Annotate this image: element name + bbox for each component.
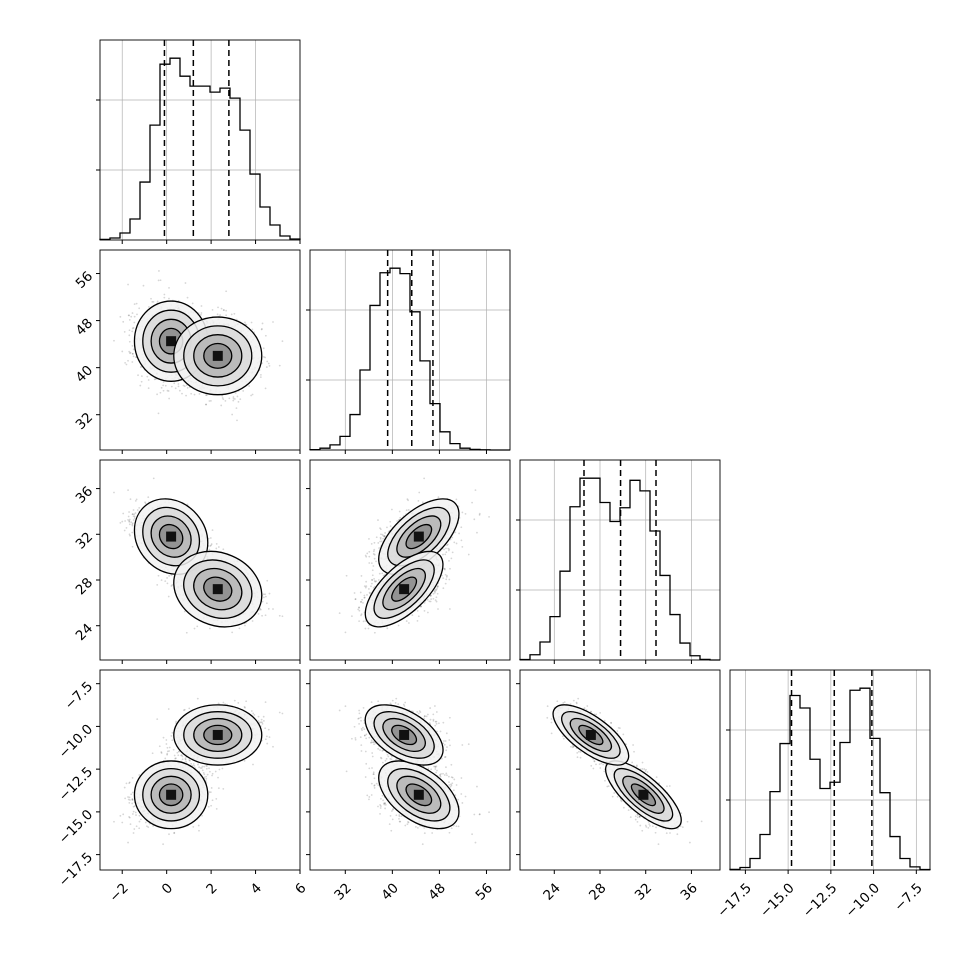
x-tick-label-1-3: 56 bbox=[473, 880, 496, 903]
y-tick-label-1-2: 48 bbox=[73, 315, 96, 338]
x-tick-label-2-3: 36 bbox=[677, 880, 700, 903]
panel-frame bbox=[99, 459, 301, 661]
hist-panel-0 bbox=[96, 39, 301, 241]
panel-frame bbox=[99, 39, 301, 241]
scatter-panel-2-1 bbox=[309, 459, 511, 661]
scatter-panel-3-0 bbox=[99, 669, 301, 871]
density-peak bbox=[212, 350, 223, 361]
y-tick-label-2-1: 28 bbox=[73, 575, 96, 598]
density-peak bbox=[212, 729, 223, 740]
scatter-panel-2-0 bbox=[99, 459, 301, 661]
panel-frame bbox=[309, 459, 511, 661]
y-tick-label-3-0: −17.5 bbox=[56, 849, 97, 890]
x-tick-label-3-3: −10.0 bbox=[843, 880, 884, 921]
y-tick-label-2-2: 32 bbox=[73, 529, 96, 552]
panel-frame bbox=[309, 249, 511, 451]
y-tick-label-3-3: −10.0 bbox=[56, 721, 97, 762]
y-tick-label-3-2: −12.5 bbox=[56, 764, 97, 805]
y-tick-label-1-0: 32 bbox=[73, 410, 96, 433]
density-peak bbox=[585, 729, 596, 740]
x-tick-label-2-2: 32 bbox=[632, 880, 655, 903]
x-tick-label-3-4: −7.5 bbox=[891, 880, 925, 914]
x-tick-label-1-0: 32 bbox=[331, 880, 354, 903]
density-peak bbox=[212, 584, 223, 595]
density-peak bbox=[638, 789, 649, 800]
x-tick-label-2-1: 28 bbox=[586, 880, 609, 903]
density-peak bbox=[166, 789, 177, 800]
density-peak bbox=[399, 729, 410, 740]
hist-panel-1 bbox=[306, 249, 511, 451]
x-tick-label-0-2: 2 bbox=[203, 880, 220, 897]
scatter-panel-3-2 bbox=[519, 669, 721, 871]
panel-frame bbox=[519, 459, 721, 661]
x-tick-label-1-1: 40 bbox=[378, 880, 401, 903]
x-tick-label-2-0: 24 bbox=[540, 880, 563, 903]
x-tick-label-0-3: 4 bbox=[248, 880, 265, 897]
x-tick-label-0-0: −2 bbox=[106, 880, 131, 905]
density-peak bbox=[413, 789, 424, 800]
density-peak bbox=[166, 336, 177, 347]
scatter-panel-3-1 bbox=[309, 669, 511, 871]
y-tick-label-3-1: −15.0 bbox=[56, 807, 97, 848]
scatter-panel-1-0 bbox=[99, 249, 301, 451]
panel-frame bbox=[729, 669, 931, 871]
panel-frame bbox=[99, 669, 301, 871]
y-tick-label-2-3: 36 bbox=[73, 483, 96, 506]
x-tick-label-3-1: −15.0 bbox=[757, 880, 798, 921]
hist-panel-3 bbox=[726, 669, 931, 871]
x-tick-label-0-1: 0 bbox=[159, 880, 176, 897]
histogram-0 bbox=[99, 57, 301, 241]
histogram-3 bbox=[729, 687, 931, 871]
x-tick-label-3-0: −17.5 bbox=[714, 880, 755, 921]
panel-frame bbox=[309, 669, 511, 871]
density-peak bbox=[166, 531, 177, 542]
hist-panel-2 bbox=[516, 459, 721, 661]
y-tick-label-1-3: 56 bbox=[73, 268, 96, 291]
histogram-1 bbox=[309, 267, 510, 451]
y-tick-label-2-0: 24 bbox=[73, 621, 96, 644]
x-tick-label-3-2: −12.5 bbox=[800, 880, 841, 921]
panel-frame bbox=[519, 669, 721, 871]
panel-frame bbox=[99, 249, 301, 451]
x-tick-label-1-2: 48 bbox=[425, 880, 448, 903]
density-peak bbox=[399, 584, 410, 595]
x-tick-label-0-4: 6 bbox=[292, 880, 309, 897]
density-peak bbox=[413, 531, 424, 542]
y-tick-label-1-1: 40 bbox=[73, 363, 96, 386]
y-tick-label-3-4: −7.5 bbox=[62, 679, 96, 713]
